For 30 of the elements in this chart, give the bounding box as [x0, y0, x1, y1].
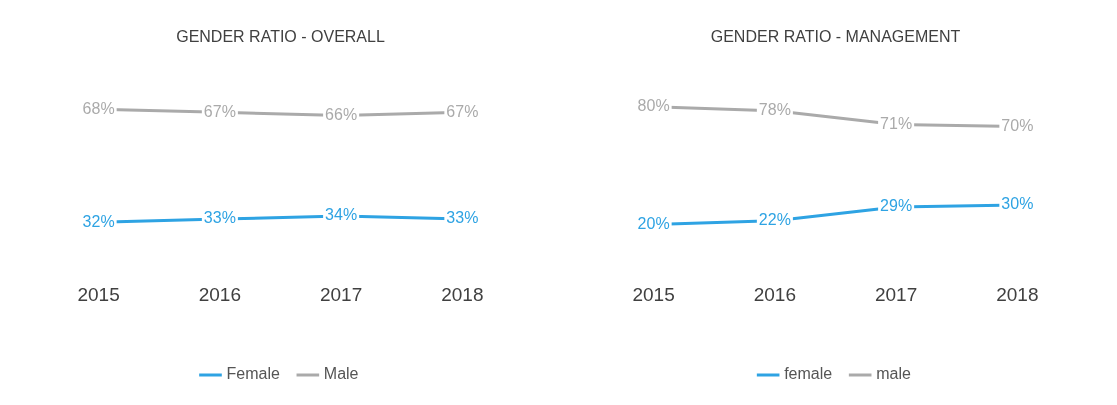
x-tick-label: 2017 [874, 283, 918, 305]
data-label: 78% [758, 101, 791, 119]
data-label: 29% [880, 197, 913, 215]
legend-label: male [876, 365, 911, 383]
data-label: 33% [203, 209, 236, 227]
data-label: 30% [1001, 195, 1034, 213]
data-label: 67% [446, 102, 479, 120]
data-label: 67% [203, 102, 236, 120]
chart-title: GENDER RATIO - MANAGEMENT [710, 28, 961, 46]
x-tick-label: 2017 [319, 283, 363, 305]
chart-title: GENDER RATIO - OVERALL [176, 28, 385, 46]
legend-label: Male [323, 365, 359, 383]
x-tick-label: 2018 [441, 283, 484, 305]
x-tick-label: 2015 [77, 283, 120, 305]
data-label: 22% [758, 211, 791, 229]
data-label: 20% [637, 214, 670, 232]
legend-label: Female [226, 365, 280, 383]
data-label: 80% [637, 97, 670, 115]
x-tick-label: 2016 [198, 283, 242, 305]
data-label: 68% [82, 99, 115, 117]
data-label: 34% [325, 206, 358, 224]
x-tick-label: 2016 [753, 283, 797, 305]
data-label: 71% [880, 114, 913, 132]
data-label: 33% [446, 209, 479, 227]
x-tick-label: 2018 [996, 283, 1039, 305]
legend-label: female [784, 365, 833, 383]
data-label: 66% [325, 105, 358, 123]
x-tick-label: 2015 [632, 283, 675, 305]
data-label: 32% [82, 212, 115, 230]
data-label: 70% [1001, 116, 1034, 134]
